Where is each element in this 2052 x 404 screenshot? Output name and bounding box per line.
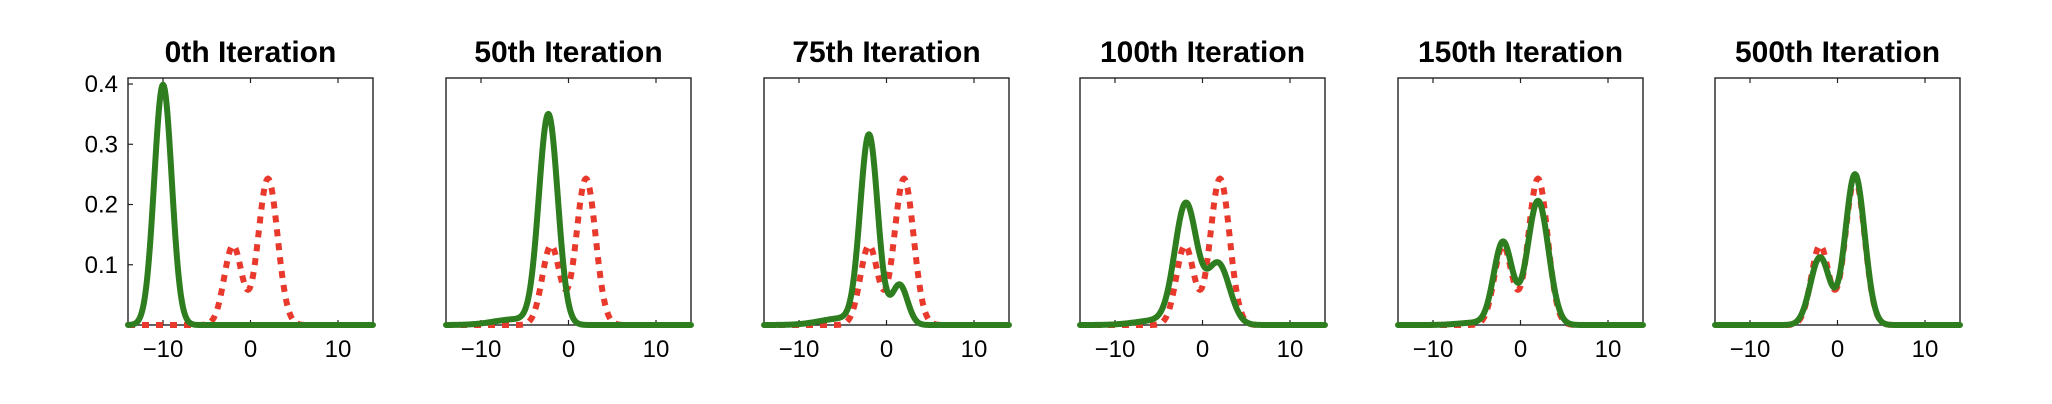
x-tick-label: 0 <box>1514 336 1527 363</box>
approximation-density-curve <box>761 131 1012 328</box>
panel-2: 75th Iteration −10 0 10 <box>761 36 1012 363</box>
x-tick-label: 10 <box>1912 336 1939 363</box>
x-tick-label: −10 <box>1730 336 1771 363</box>
x-tick-label: −10 <box>143 336 184 363</box>
panel-title: 0th Iteration <box>165 36 337 69</box>
x-tick-label: 10 <box>325 336 352 363</box>
x-tick-label: −10 <box>779 336 820 363</box>
approximation-density-curve <box>1395 197 1646 328</box>
panel-title: 150th Iteration <box>1418 36 1623 69</box>
plot-frame <box>1079 77 1326 326</box>
panel-title: 500th Iteration <box>1735 36 1940 69</box>
panel-title: 100th Iteration <box>1100 36 1305 69</box>
y-tick-label: 0.2 <box>85 192 118 219</box>
y-tick-label: 0.3 <box>85 131 118 158</box>
panel-3: 100th Iteration −10 0 10 <box>1077 36 1328 363</box>
panel-4: 150th Iteration −10 0 10 <box>1395 36 1646 363</box>
panel-title: 50th Iteration <box>474 36 662 69</box>
x-tick-label: 0 <box>1831 336 1844 363</box>
approximation-density-curve <box>125 81 376 328</box>
x-tick-label: −10 <box>1413 336 1454 363</box>
x-tick-label: 0 <box>562 336 575 363</box>
panel-1: 50th Iteration −10 0 10 <box>443 36 694 363</box>
target-density-curve <box>1395 175 1646 328</box>
x-tick-label: −10 <box>1095 336 1136 363</box>
approximation-density-curve <box>1712 171 1963 328</box>
x-tick-label: 10 <box>1277 336 1304 363</box>
x-tick-label: −10 <box>461 336 502 363</box>
x-tick-label: 10 <box>643 336 670 363</box>
x-tick-label: 0 <box>244 336 257 363</box>
x-tick-label: 0 <box>1196 336 1209 363</box>
y-tick-label: 0.1 <box>85 252 118 279</box>
x-tick-label: 10 <box>1595 336 1622 363</box>
panel-title: 75th Iteration <box>792 36 980 69</box>
approximation-density-curve <box>443 110 694 328</box>
x-tick-label: 10 <box>961 336 988 363</box>
y-tick-label: 0.4 <box>85 71 118 98</box>
panel-5: 500th Iteration −10 0 10 <box>1712 36 1963 363</box>
panel-0: 0th Iteration −10 0 10 0.1 0.2 0.3 0.4 <box>85 36 376 363</box>
approximation-density-curve <box>1077 199 1328 328</box>
target-density-curve <box>1077 175 1328 328</box>
target-density-curve <box>125 175 376 328</box>
x-tick-label: 0 <box>880 336 893 363</box>
